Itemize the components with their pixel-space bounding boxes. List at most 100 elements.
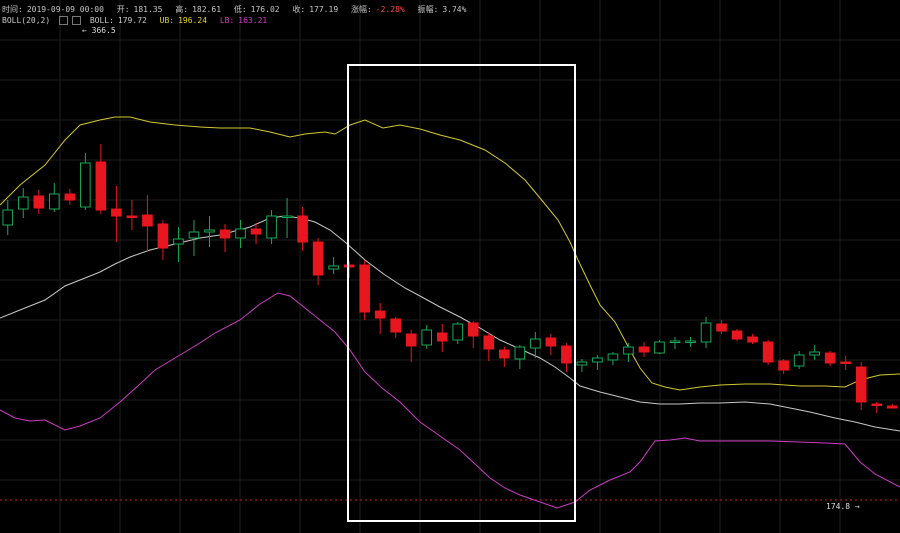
candle-3[interactable] <box>49 183 60 212</box>
candle-53[interactable] <box>824 351 836 366</box>
candle-1[interactable] <box>17 188 29 218</box>
candle-21[interactable] <box>328 257 339 274</box>
candle-26[interactable] <box>405 330 417 362</box>
candle-body-24 <box>374 310 386 319</box>
candle-body-48 <box>747 336 758 343</box>
candle-30[interactable] <box>467 321 479 348</box>
candle-body-28 <box>436 332 448 342</box>
low-value: 176.02 <box>250 5 280 14</box>
boll-label: BOLL: <box>89 16 114 25</box>
candle-31[interactable] <box>483 333 495 361</box>
candle-15[interactable] <box>235 220 246 248</box>
candle-10[interactable] <box>157 220 169 260</box>
candle-20[interactable] <box>312 238 324 285</box>
candle-51[interactable] <box>793 351 805 369</box>
candle-35[interactable] <box>545 334 557 355</box>
candle-46[interactable] <box>716 320 727 334</box>
high-label: 高: <box>175 5 189 14</box>
candle-38[interactable] <box>592 355 603 370</box>
candle-39[interactable] <box>607 352 619 365</box>
candle-22[interactable] <box>343 261 355 278</box>
candle-13[interactable] <box>204 216 215 247</box>
candle-body-32 <box>499 349 510 359</box>
candle-17[interactable] <box>266 210 277 244</box>
candle-8[interactable] <box>126 200 138 230</box>
candle-29[interactable] <box>452 322 464 344</box>
candle-11[interactable] <box>173 227 184 262</box>
open-value: 181.35 <box>133 5 163 14</box>
indicator-name: BOLL(20,2) <box>2 16 51 25</box>
candle-19[interactable] <box>297 207 308 251</box>
candle-56[interactable] <box>871 402 883 413</box>
candle-18[interactable] <box>281 198 293 238</box>
upper-band-line <box>0 116 900 391</box>
ub-label: UB: <box>159 16 175 25</box>
candle-55[interactable] <box>855 362 867 410</box>
candle-9[interactable] <box>142 195 153 252</box>
candle-50[interactable] <box>778 359 789 374</box>
candle-23[interactable] <box>359 260 370 320</box>
settings-icon[interactable] <box>59 16 68 25</box>
candle-2[interactable] <box>33 190 45 214</box>
candle-body-45 <box>700 322 712 343</box>
time-value: 2019-09-09 00:00 <box>26 5 104 14</box>
candle-43[interactable] <box>669 337 681 349</box>
candle-5[interactable] <box>80 153 91 210</box>
candle-0[interactable] <box>2 200 14 235</box>
lower-band-line <box>0 292 900 509</box>
open-label: 开: <box>116 5 130 14</box>
candle-7[interactable] <box>111 186 122 242</box>
candle-6[interactable] <box>95 144 107 214</box>
candle-body-20 <box>312 241 324 276</box>
candle-body-56 <box>871 403 883 406</box>
candle-body-38 <box>592 357 603 363</box>
candle-12[interactable] <box>188 220 200 256</box>
candle-34[interactable] <box>530 332 541 358</box>
ohlc-header: 时间: 2019-09-09 00:00 开: 181.35 高: 182.61 低:… <box>2 5 474 15</box>
candle-body-37 <box>576 361 588 366</box>
candle-40[interactable] <box>623 343 634 362</box>
candle-25[interactable] <box>390 317 401 338</box>
candle-body-43 <box>669 340 681 343</box>
close-label: 收: <box>292 5 306 14</box>
candle-32[interactable] <box>499 347 510 367</box>
candle-body-4 <box>64 193 76 201</box>
candle-27[interactable] <box>421 325 433 349</box>
candle-16[interactable] <box>250 223 262 244</box>
boll-value: 179.72 <box>117 16 147 25</box>
candle-37[interactable] <box>576 359 588 372</box>
candle-body-30 <box>467 322 479 337</box>
candle-14[interactable] <box>219 224 231 252</box>
candle-body-13 <box>204 229 215 233</box>
close-icon[interactable] <box>72 16 81 25</box>
candle-57[interactable] <box>886 404 898 409</box>
candle-body-36 <box>561 345 572 364</box>
candle-28[interactable] <box>436 324 448 352</box>
candle-49[interactable] <box>762 340 774 365</box>
candle-body-41 <box>638 346 650 353</box>
candle-body-23 <box>359 264 370 313</box>
candle-body-25 <box>390 318 401 333</box>
candle-41[interactable] <box>638 342 650 357</box>
change-value: -2.28% <box>375 5 405 14</box>
candle-47[interactable] <box>731 329 743 341</box>
candle-33[interactable] <box>514 345 526 369</box>
candle-36[interactable] <box>561 343 572 372</box>
candle-body-21 <box>328 265 339 270</box>
candle-body-34 <box>530 338 541 349</box>
candle-48[interactable] <box>747 334 758 344</box>
candle-body-53 <box>824 352 836 364</box>
time-label: 时间: <box>2 5 23 14</box>
middle-band-line <box>0 215 900 432</box>
candle-4[interactable] <box>64 189 76 205</box>
candle-24[interactable] <box>374 303 386 334</box>
candle-54[interactable] <box>840 356 852 370</box>
candle-42[interactable] <box>654 340 665 354</box>
candle-body-14 <box>219 229 231 239</box>
amp-value: 3.74% <box>442 5 467 14</box>
candle-45[interactable] <box>700 317 712 348</box>
candle-44[interactable] <box>685 337 696 347</box>
candle-52[interactable] <box>809 345 820 360</box>
